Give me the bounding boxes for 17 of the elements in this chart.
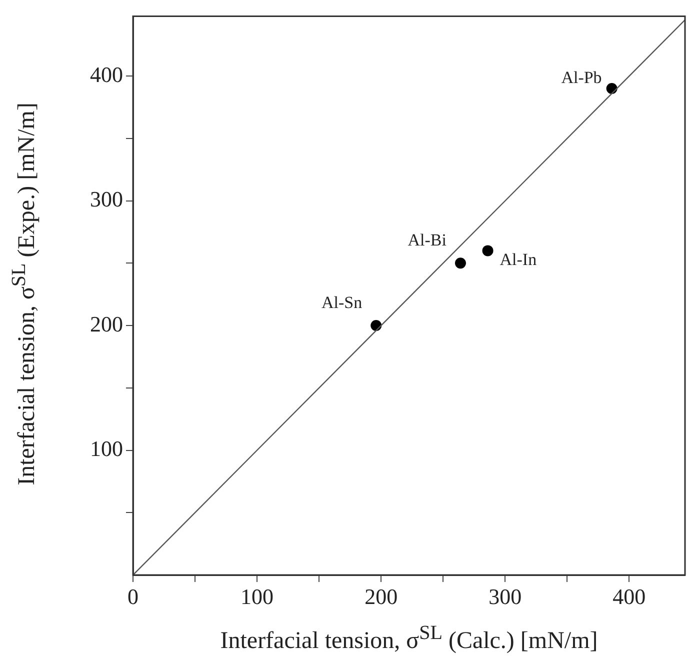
y-tick-label: 400	[90, 62, 123, 87]
y-tick-label: 100	[90, 436, 123, 462]
x-tick-label: 100	[240, 584, 274, 609]
point	[482, 245, 494, 256]
x-tick-label: 300	[488, 584, 522, 609]
x-tick-label: 0	[128, 584, 138, 609]
y-tick-label: 300	[90, 186, 123, 212]
annotation: Al-Sn	[322, 293, 363, 312]
point	[370, 320, 382, 332]
x-axis-title: Interfacial tension, σ$^{SL}$ (Calc.) [mN/m]	[219, 622, 599, 655]
annotation: Al-In	[500, 250, 538, 270]
x-tick-label: 200	[364, 584, 398, 609]
point	[454, 258, 466, 269]
annotation: Al-Pb	[561, 68, 602, 88]
x-tick-label: 400	[612, 584, 646, 609]
y-tick-label: 200	[90, 311, 123, 336]
annotation: Al-Bi	[408, 230, 447, 250]
